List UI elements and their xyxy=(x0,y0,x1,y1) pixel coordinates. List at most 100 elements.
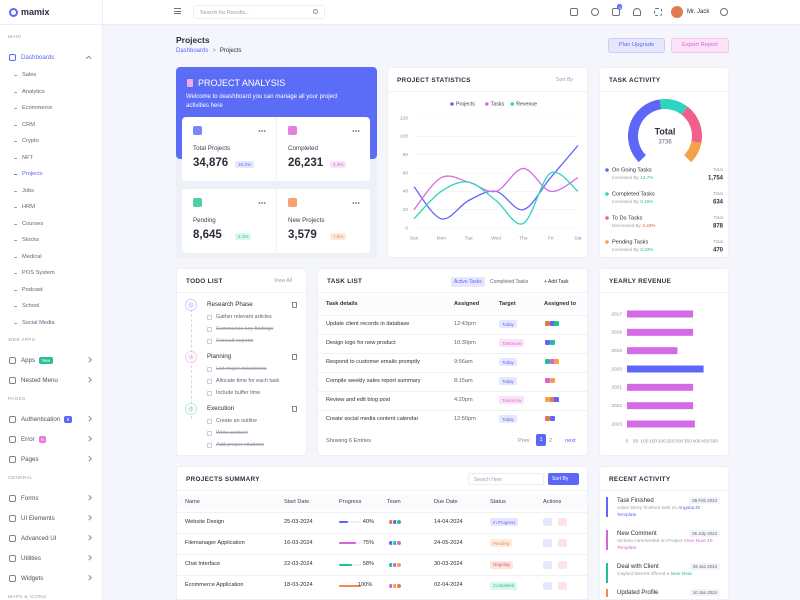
stat-tile: Completed 26,231 3.3% xyxy=(276,117,370,181)
user-name[interactable]: Mr. Jack xyxy=(687,9,710,15)
add-task-button[interactable]: + Add Task xyxy=(544,279,569,285)
donut-segment xyxy=(628,99,662,163)
checkbox[interactable] xyxy=(207,430,212,436)
checkbox[interactable] xyxy=(207,366,212,372)
submenu-item[interactable]: NFT xyxy=(0,150,102,167)
checkbox[interactable] xyxy=(207,418,212,424)
stat-menu[interactable] xyxy=(258,130,266,132)
submenu-item[interactable]: Sales xyxy=(0,67,102,84)
submenu-item[interactable]: Crypto xyxy=(0,133,102,150)
submenu-item[interactable]: Courses xyxy=(0,216,102,233)
activity-text: Adam Berry finished task on AngularJS Te… xyxy=(617,505,717,519)
menu-item[interactable]: Authentication 8 xyxy=(0,409,102,429)
language-icon[interactable] xyxy=(570,8,578,16)
menu-chevron xyxy=(85,555,91,561)
menu-item[interactable]: Forms xyxy=(0,488,102,508)
tab[interactable]: Completed Tasks xyxy=(490,279,529,285)
legend-marker xyxy=(605,240,609,244)
menu-chevron xyxy=(85,456,91,462)
submenu-item[interactable]: Social Media xyxy=(0,315,102,332)
menu-item[interactable]: Dashboards xyxy=(0,47,102,67)
activity-highlight[interactable]: AngularJS Template xyxy=(617,506,701,518)
sort-button[interactable]: Sort By xyxy=(555,77,573,83)
delete-icon[interactable] xyxy=(292,354,297,360)
checkbox[interactable] xyxy=(207,338,212,344)
checkbox[interactable] xyxy=(207,314,212,320)
task-target: Today xyxy=(499,415,517,423)
stat-menu[interactable] xyxy=(352,202,360,204)
pagination-item[interactable]: Prev xyxy=(518,438,530,444)
card-divider xyxy=(600,490,728,491)
menu-item[interactable]: Advanced UI xyxy=(0,528,102,548)
theme-icon[interactable] xyxy=(591,8,599,16)
submenu-item[interactable]: Projects xyxy=(0,166,102,183)
delete-button[interactable] xyxy=(558,560,567,569)
checkbox[interactable] xyxy=(207,390,212,396)
legend-label: Tasks xyxy=(491,101,505,107)
pagination-item[interactable]: 1 xyxy=(536,434,547,446)
activity-highlight[interactable]: Vnex Nuxt JS Template xyxy=(617,539,713,551)
summary-search[interactable]: Search Here xyxy=(468,473,544,485)
submenu-item[interactable]: CRM xyxy=(0,117,102,134)
delete-icon[interactable] xyxy=(292,302,297,308)
pagination-item[interactable]: 2 xyxy=(549,438,553,444)
menu-item[interactable]: Nested Menu xyxy=(0,370,102,390)
avatar[interactable] xyxy=(671,6,683,18)
submenu-item[interactable]: School xyxy=(0,298,102,315)
settings-icon[interactable] xyxy=(720,8,728,16)
checkbox[interactable] xyxy=(207,442,212,448)
tab-active[interactable]: Active Tasks xyxy=(451,277,485,287)
menu-item[interactable]: Widgets xyxy=(0,568,102,588)
summary-sort-button[interactable]: Sort By xyxy=(548,473,579,485)
stat-icon xyxy=(193,198,202,207)
breadcrumb-link[interactable]: Dashboards xyxy=(176,48,209,54)
edit-button[interactable] xyxy=(543,560,552,569)
menu-icon xyxy=(9,53,16,61)
menu-toggle[interactable] xyxy=(174,8,181,14)
stat-value: 8,645 xyxy=(193,229,222,241)
notification-icon[interactable] xyxy=(633,8,641,16)
checkbox[interactable] xyxy=(207,378,212,384)
start-date: 16-03-2024 xyxy=(284,539,313,546)
menu-item[interactable]: Apps New xyxy=(0,350,102,370)
submenu-item[interactable]: Podcast xyxy=(0,282,102,299)
delete-button[interactable] xyxy=(558,539,567,548)
card-divider xyxy=(177,490,587,491)
delete-icon[interactable] xyxy=(292,406,297,412)
menu-label: Nested Menu xyxy=(21,376,58,384)
submenu-item[interactable]: Ecommerce xyxy=(0,100,102,117)
column-header: Due Date xyxy=(434,499,458,505)
edit-button[interactable] xyxy=(543,518,552,526)
stat-menu[interactable] xyxy=(258,202,266,204)
fullscreen-icon[interactable] xyxy=(654,8,662,16)
submenu-item[interactable]: Medical xyxy=(0,249,102,266)
delete-button[interactable] xyxy=(558,581,567,590)
submenu-item[interactable]: Stocks xyxy=(0,232,102,249)
breadcrumb-separator: > xyxy=(212,48,216,54)
logo-text[interactable]: mamix xyxy=(21,7,50,17)
assignee-avatar xyxy=(549,416,555,421)
cart-icon[interactable] xyxy=(612,8,620,16)
checkbox[interactable] xyxy=(207,326,212,332)
total-label: Total xyxy=(713,167,723,172)
submenu-item[interactable]: HRM xyxy=(0,199,102,216)
edit-button[interactable] xyxy=(543,539,552,548)
stat-menu[interactable] xyxy=(352,130,360,132)
task-target: Tomorrow xyxy=(499,396,525,404)
submenu-item[interactable]: POS System xyxy=(0,265,102,282)
search-box[interactable]: Search for Results... xyxy=(193,5,325,19)
plan-upgrade-button[interactable]: Plan Upgrade xyxy=(608,38,665,53)
menu-item[interactable]: Pages xyxy=(0,449,102,469)
edit-button[interactable] xyxy=(543,581,552,590)
menu-item[interactable]: UI Elements xyxy=(0,508,102,528)
submenu-item[interactable]: Jobs xyxy=(0,183,102,200)
delete-button[interactable] xyxy=(558,518,567,526)
view-all-link[interactable]: View All xyxy=(273,278,292,284)
submenu-item[interactable]: Analytics xyxy=(0,84,102,101)
menu-item[interactable]: Error 6 xyxy=(0,429,102,449)
pagination-item[interactable]: next xyxy=(565,438,576,444)
export-report-button[interactable]: Export Report xyxy=(671,38,729,53)
menu-item[interactable]: Utilities xyxy=(0,548,102,568)
series-line xyxy=(413,167,579,211)
activity-highlight[interactable]: New Deal xyxy=(670,572,692,577)
